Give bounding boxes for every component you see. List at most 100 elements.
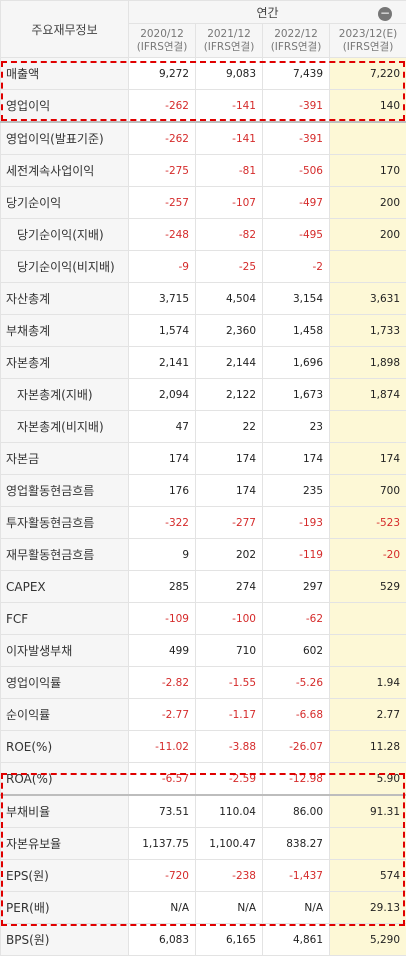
row-label: 순이익률 (1, 699, 129, 731)
value-cell: -2.82 (129, 667, 196, 699)
row-label: 영업이익 (1, 90, 129, 123)
value-cell: 73.51 (129, 795, 196, 828)
value-cell: -322 (129, 507, 196, 539)
value-cell: 297 (263, 571, 330, 603)
value-cell: -391 (263, 90, 330, 123)
row-label: 자본유보율 (1, 828, 129, 860)
value-cell: -3.88 (196, 731, 263, 763)
value-cell: -1.17 (196, 699, 263, 731)
value-cell: 202 (196, 539, 263, 571)
value-cell: -1.55 (196, 667, 263, 699)
value-cell: -1,437 (263, 860, 330, 892)
value-cell: -523 (330, 507, 406, 539)
row-label: ROA(%) (1, 763, 129, 796)
row-label: 당기순이익(비지배) (1, 251, 129, 283)
row-label: 영업이익률 (1, 667, 129, 699)
value-cell: 529 (330, 571, 406, 603)
row-label: 당기순이익(지배) (1, 219, 129, 251)
table-header-label: 주요재무정보 (1, 1, 129, 58)
value-cell: 1,898 (330, 347, 406, 379)
value-cell: 1,458 (263, 315, 330, 347)
value-cell: 6,083 (129, 924, 196, 956)
row-label: 영업이익(발표기준) (1, 122, 129, 155)
table-row: 영업이익(발표기준)-262-141-391 (1, 122, 406, 155)
value-cell: -62 (263, 603, 330, 635)
row-label: 부채비율 (1, 795, 129, 828)
row-label: 자산총계 (1, 283, 129, 315)
value-cell: 23 (263, 411, 330, 443)
value-cell: 29.13 (330, 892, 406, 924)
row-label: PER(배) (1, 892, 129, 924)
minus-circle-icon[interactable]: − (378, 7, 392, 21)
value-cell: -2.77 (129, 699, 196, 731)
value-cell: -506 (263, 155, 330, 187)
value-cell: -119 (263, 539, 330, 571)
value-cell: 9,083 (196, 58, 263, 90)
value-cell: 7,220 (330, 58, 406, 90)
row-label: 영업활동현금흐름 (1, 475, 129, 507)
value-cell: 1,574 (129, 315, 196, 347)
value-cell: 5.90 (330, 763, 406, 796)
row-label: ROE(%) (1, 731, 129, 763)
value-cell: 200 (330, 187, 406, 219)
value-cell: 3,631 (330, 283, 406, 315)
table-row: FCF-109-100-62 (1, 603, 406, 635)
value-cell: -497 (263, 187, 330, 219)
value-cell: -20 (330, 539, 406, 571)
value-cell: 22 (196, 411, 263, 443)
row-label: 투자활동현금흐름 (1, 507, 129, 539)
row-label: 재무활동현금흐름 (1, 539, 129, 571)
value-cell: 1.94 (330, 667, 406, 699)
value-cell: -257 (129, 187, 196, 219)
value-cell: 1,100.47 (196, 828, 263, 860)
value-cell: 2,141 (129, 347, 196, 379)
value-cell (330, 828, 406, 860)
value-cell: 110.04 (196, 795, 263, 828)
value-cell: 1,673 (263, 379, 330, 411)
value-cell: -81 (196, 155, 263, 187)
value-cell: -193 (263, 507, 330, 539)
row-label: 세전계속사업이익 (1, 155, 129, 187)
column-header-2020: 2020/12(IFRS연결) (129, 24, 196, 58)
value-cell: 174 (330, 443, 406, 475)
value-cell: 499 (129, 635, 196, 667)
value-cell: 91.31 (330, 795, 406, 828)
column-header-2023e: 2023/12(E)(IFRS연결) (330, 24, 406, 58)
value-cell: 176 (129, 475, 196, 507)
value-cell: 285 (129, 571, 196, 603)
value-cell: 274 (196, 571, 263, 603)
value-cell: 2,360 (196, 315, 263, 347)
value-cell: 1,733 (330, 315, 406, 347)
value-cell: -391 (263, 122, 330, 155)
value-cell: -495 (263, 219, 330, 251)
row-label: 부채총계 (1, 315, 129, 347)
value-cell: N/A (129, 892, 196, 924)
period-group-title: 연간 (256, 6, 278, 20)
value-cell (330, 603, 406, 635)
value-cell: 11.28 (330, 731, 406, 763)
row-label: BPS(원) (1, 924, 129, 956)
value-cell: 3,715 (129, 283, 196, 315)
value-cell: 174 (129, 443, 196, 475)
row-label: 자본총계 (1, 347, 129, 379)
value-cell: -720 (129, 860, 196, 892)
value-cell: 200 (330, 219, 406, 251)
value-cell: -262 (129, 90, 196, 123)
value-cell (330, 251, 406, 283)
row-label: 이자발생부채 (1, 635, 129, 667)
value-cell: -9 (129, 251, 196, 283)
